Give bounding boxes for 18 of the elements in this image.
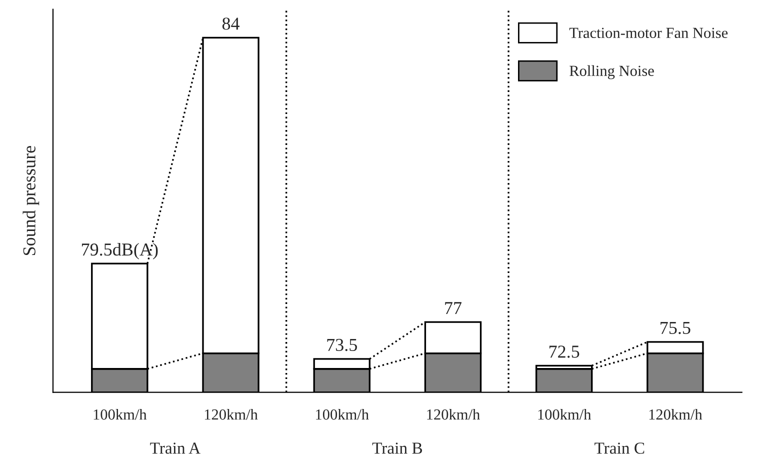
legend-label: Rolling Noise [570,65,654,80]
y-axis-title: Sound pressure [22,146,40,256]
text: 84 [222,18,240,30]
x-tick-label: 120km/h [649,408,702,420]
text: Train A [150,442,200,454]
text: Train C [594,442,644,454]
x-tick-label: 100km/h [538,408,592,420]
annotation: 75.5 [660,322,690,334]
annotation: 73.5 [327,338,357,352]
legend-label: Traction-motor Fan Noise [569,28,728,38]
annotation: 77 [445,302,462,314]
annotation: 72.5 [549,346,580,358]
annotation: 79.5dB(A) [82,242,158,260]
x-tick-label: 120km/h [204,408,258,420]
x-tick-label: 100km/h [316,408,369,420]
x-tick-label: 100km/h [94,408,147,420]
x-tick-label: 120km/h [427,408,480,420]
text: Train B [372,442,422,454]
